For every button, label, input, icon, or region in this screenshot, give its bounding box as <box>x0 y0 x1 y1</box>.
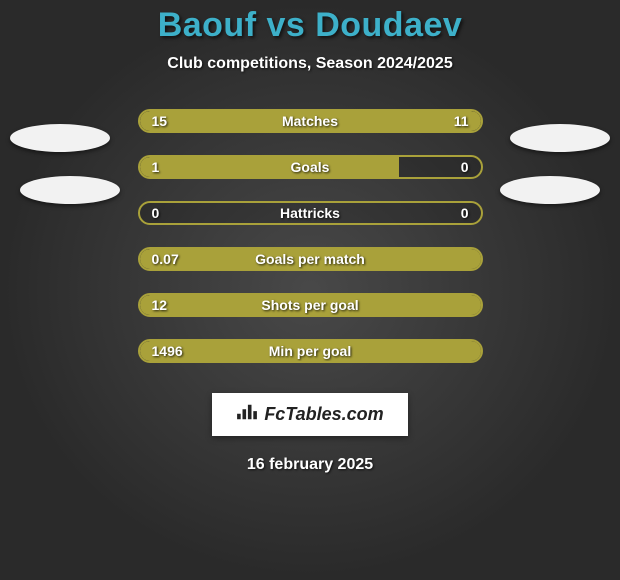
stat-bar: 1496 Min per goal <box>138 339 483 363</box>
stat-label: Hattricks <box>280 205 340 221</box>
stat-bar: 12 Shots per goal <box>138 293 483 317</box>
bar-left-fill <box>140 157 399 177</box>
stat-bar: 0 0 Hattricks <box>138 201 483 225</box>
stat-value-left: 15 <box>152 113 168 129</box>
brand-badge[interactable]: FcTables.com <box>212 393 407 436</box>
stat-label: Matches <box>282 113 338 129</box>
stat-bar: 0.07 Goals per match <box>138 247 483 271</box>
player-left-avatar-2 <box>20 176 120 204</box>
stat-row: 0 0 Hattricks <box>0 201 620 225</box>
stat-value-left: 0 <box>152 205 160 221</box>
stat-value-left: 12 <box>152 297 168 313</box>
stat-value-left: 0.07 <box>152 251 179 267</box>
stat-value-left: 1 <box>152 159 160 175</box>
stat-label: Goals per match <box>255 251 365 267</box>
date-text: 16 february 2025 <box>247 456 373 474</box>
stat-label: Shots per goal <box>261 297 358 313</box>
stat-row: 1 0 Goals <box>0 155 620 179</box>
stat-bar: 15 11 Matches <box>138 109 483 133</box>
subtitle: Club competitions, Season 2024/2025 <box>167 55 452 73</box>
player-right-avatar-2 <box>500 176 600 204</box>
stat-value-right: 0 <box>461 159 469 175</box>
stat-bar: 1 0 Goals <box>138 155 483 179</box>
stat-row: 0.07 Goals per match <box>0 247 620 271</box>
page-title: Baouf vs Doudaev <box>158 6 463 45</box>
stat-row: 1496 Min per goal <box>0 339 620 363</box>
stat-row: 15 11 Matches <box>0 109 620 133</box>
brand-text: FcTables.com <box>264 404 383 425</box>
stat-value-right: 0 <box>461 205 469 221</box>
stat-label: Goals <box>291 159 330 175</box>
chart-icon <box>236 403 258 426</box>
stat-label: Min per goal <box>269 343 351 359</box>
stat-value-left: 1496 <box>152 343 183 359</box>
stat-value-right: 11 <box>454 113 469 129</box>
stat-row: 12 Shots per goal <box>0 293 620 317</box>
